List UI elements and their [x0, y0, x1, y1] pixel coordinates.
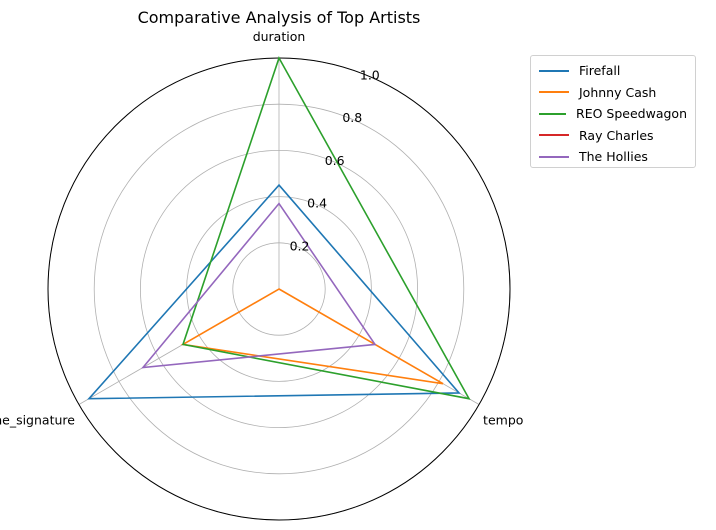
legend-label: The Hollies — [579, 149, 648, 165]
legend-item: The Hollies — [539, 146, 687, 168]
legend-swatch — [539, 69, 569, 72]
series-line — [180, 288, 444, 385]
r-tick-label: 0.2 — [290, 238, 310, 253]
legend-label: REO Speedwagon — [576, 106, 687, 122]
r-tick-label: 0.8 — [342, 110, 362, 125]
r-tick-label: 0.4 — [307, 196, 327, 211]
r-tick-label: 0.6 — [325, 153, 345, 168]
legend-item: Johnny Cash — [539, 82, 687, 104]
chart-title: Comparative Analysis of Top Artists — [138, 8, 421, 27]
legend-label: Johnny Cash — [579, 84, 657, 100]
legend-swatch — [539, 91, 569, 94]
axis-label: tempo — [483, 413, 523, 428]
series-line — [181, 56, 471, 400]
legend-item: Firefall — [539, 60, 687, 82]
series-line — [141, 202, 377, 369]
legend-label: Firefall — [579, 63, 621, 79]
axis-label: time_signature — [0, 413, 75, 428]
legend-swatch — [539, 112, 567, 115]
legend-swatch — [539, 134, 569, 137]
radar-series — [87, 56, 471, 400]
legend-swatch — [539, 155, 569, 158]
chart-legend: Firefall Johnny Cash REO Speedwagon Ray Cha… — [530, 55, 696, 168]
legend-item: Ray Charles — [539, 125, 687, 147]
legend-item: REO Speedwagon — [539, 103, 687, 125]
axis-label: duration — [253, 29, 306, 44]
r-tick-label: 1.0 — [360, 67, 380, 82]
radar-labels: 0.2 0.4 0.6 0.8 1.0 duration tempo time_signatu… — [0, 29, 523, 428]
series-line — [87, 183, 461, 400]
legend-label: Ray Charles — [579, 127, 654, 143]
